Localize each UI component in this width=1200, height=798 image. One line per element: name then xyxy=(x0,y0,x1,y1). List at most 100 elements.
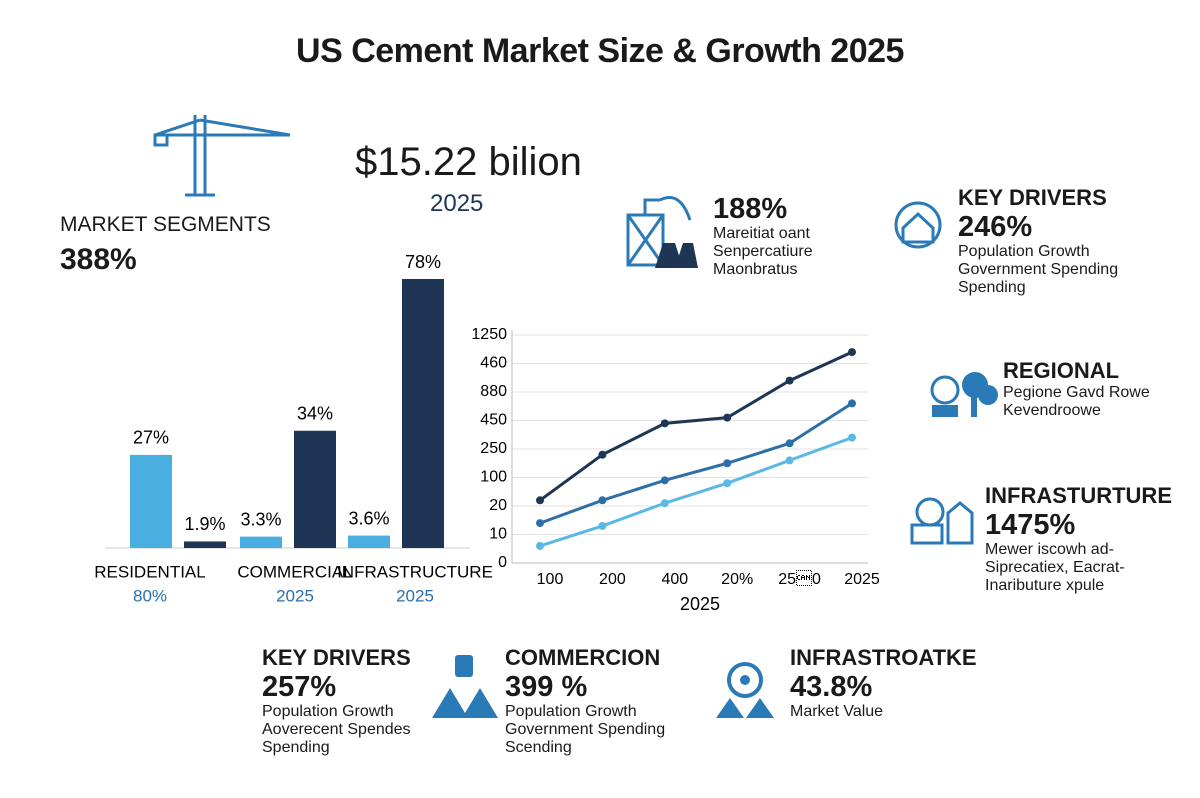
category-label: COMMERCIAL xyxy=(237,562,352,581)
card-text: Pegione Gavd Rowe xyxy=(1003,384,1150,401)
info-card: INFRASTROATKE 43.8% Market Value xyxy=(790,645,977,721)
card-text: Market Value xyxy=(790,703,884,720)
category-sublabel: 80% xyxy=(133,586,167,605)
bar xyxy=(294,430,336,548)
point xyxy=(785,439,794,448)
line-series xyxy=(539,402,853,525)
line-series xyxy=(539,350,853,502)
card-text: Aoverecent Spendes xyxy=(262,721,411,738)
y-tick-label: 100 xyxy=(480,469,507,486)
y-tick-label: 460 xyxy=(480,355,507,372)
point xyxy=(598,496,607,505)
category-sublabel: 2025 xyxy=(396,586,434,605)
card-value: 257% xyxy=(262,671,337,703)
bar-label: 3.3% xyxy=(240,509,281,529)
card-text: Population Growth xyxy=(958,243,1090,260)
y-tick-label: 10 xyxy=(489,526,507,543)
y-tick-label: 1250 xyxy=(471,326,507,343)
bar xyxy=(402,279,444,548)
bar xyxy=(348,535,390,548)
card-text: Government Spending xyxy=(958,261,1119,278)
point xyxy=(785,376,794,385)
y-tick-label: 450 xyxy=(480,412,507,429)
point xyxy=(660,476,669,485)
x-tick-label: 400 xyxy=(661,571,688,588)
y-tick-label: 250 xyxy=(480,440,507,457)
bar xyxy=(184,541,226,548)
card-text: Mewer iscowh ad- xyxy=(985,541,1114,558)
card-text: Population Growth xyxy=(505,703,637,720)
bar-label: 3.6% xyxy=(348,508,389,528)
point xyxy=(785,456,794,465)
line-series xyxy=(539,436,853,548)
category-label: INFRASTRUCTURE xyxy=(337,562,493,581)
house-icon xyxy=(894,201,942,249)
category-label: RESIDENTIAL xyxy=(94,562,205,581)
info-card: COMMERCION 399 % Population Growth Governme… xyxy=(505,645,665,757)
factory-icon xyxy=(626,196,698,268)
card-value: 399 % xyxy=(505,671,588,703)
card-title: COMMERCION xyxy=(505,645,661,670)
crane-icon xyxy=(153,115,291,197)
card-value: 246% xyxy=(958,211,1033,243)
segments-label: MARKET SEGMENTS xyxy=(60,213,271,236)
point xyxy=(723,479,732,488)
card-title: REGIONAL xyxy=(1003,358,1120,383)
x-tick-label: 2025 xyxy=(844,571,880,588)
point xyxy=(723,413,732,422)
card-title: KEY DRIVERS xyxy=(958,185,1107,210)
card-text: Spending xyxy=(958,279,1026,296)
x-tick-label: 250 xyxy=(778,570,821,588)
bar-label: 34% xyxy=(297,403,333,423)
point xyxy=(848,348,856,357)
segments-value: 388% xyxy=(60,243,137,276)
bar xyxy=(130,454,172,548)
card-text: Kevendroowe xyxy=(1003,402,1101,419)
bar-label: 78% xyxy=(405,252,441,272)
x-tick-label: 20% xyxy=(721,571,753,588)
card-title: INFRASTURTURE xyxy=(985,483,1172,508)
card-value: 43.8% xyxy=(790,671,873,703)
card-text: Siprecatiex, Eacrat- xyxy=(985,559,1125,576)
card-text: Spending xyxy=(262,739,330,756)
info-card: KEY DRIVERS 246% Population Growth Governme… xyxy=(958,185,1118,297)
card-value: 1475% xyxy=(985,509,1076,541)
info-card: INFRASTURTURE 1475% Mewer iscowh ad- Siprec… xyxy=(985,483,1172,595)
point xyxy=(848,399,856,408)
bar-label: 27% xyxy=(133,428,169,448)
bar xyxy=(240,536,282,548)
infra-icon xyxy=(910,497,974,545)
point xyxy=(536,496,544,505)
info-card: KEY DRIVERS 257% Population Growth Aoverece… xyxy=(262,645,411,757)
point xyxy=(536,519,544,528)
y-tick-label: 20 xyxy=(489,497,507,514)
x-axis-label: 2025 xyxy=(680,594,720,614)
x-tick-label: 200 xyxy=(599,571,626,588)
card-text: Population Growth xyxy=(262,703,394,720)
point xyxy=(660,419,669,428)
headline-year: 2025 xyxy=(430,190,484,217)
point xyxy=(660,499,669,508)
market-icon xyxy=(716,662,774,718)
card-text: Scending xyxy=(505,739,572,756)
headline-value: $15.22 bilion xyxy=(355,140,582,184)
bar-label: 1.9% xyxy=(184,514,225,534)
x-tick-label: 100 xyxy=(537,571,564,588)
card-text: Government Spending xyxy=(505,721,666,738)
card-value: 188% xyxy=(713,193,788,225)
info-card: REGIONAL Pegione Gavd Rowe Kevendroowe xyxy=(1003,358,1150,420)
regional-icon xyxy=(930,372,998,417)
drivers-icon xyxy=(432,655,498,718)
card-title: INFRASTROATKE xyxy=(790,645,977,670)
card-text: Senpercatiure xyxy=(713,243,813,260)
point xyxy=(598,521,607,530)
card-text: Maonbratus xyxy=(713,261,798,278)
y-tick-label: 880 xyxy=(480,383,507,400)
category-sublabel: 2025 xyxy=(276,586,314,605)
point xyxy=(848,433,856,442)
y-tick-label: 0 xyxy=(498,554,507,571)
